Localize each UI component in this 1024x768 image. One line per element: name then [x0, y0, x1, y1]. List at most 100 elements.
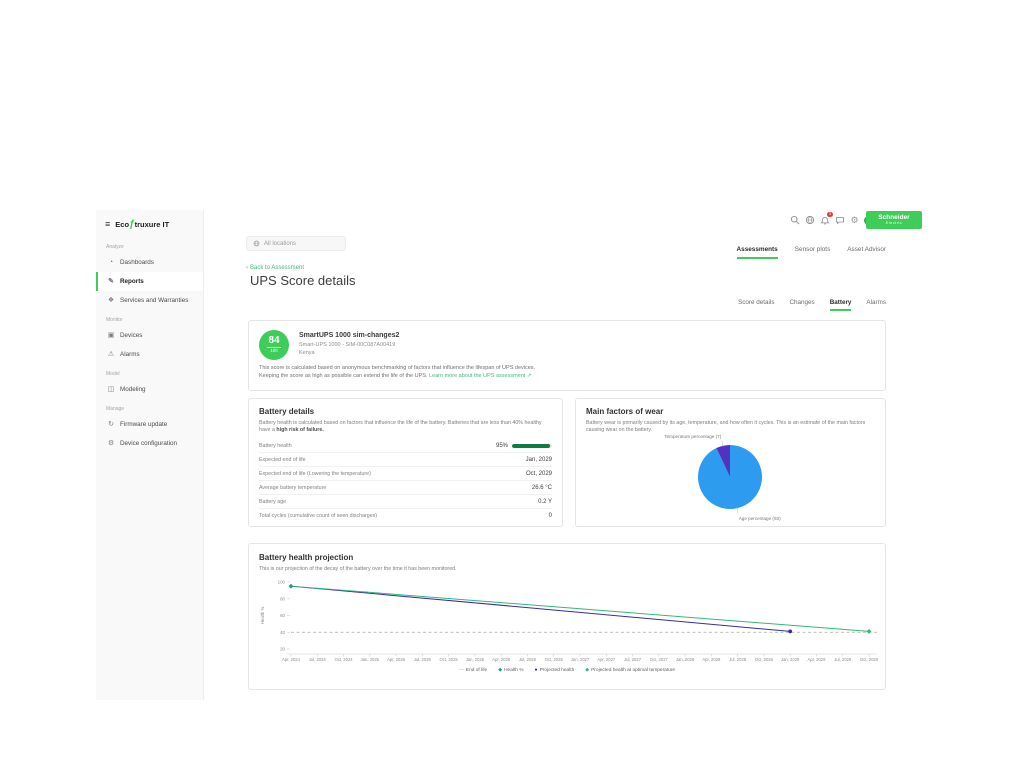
ecostruxure-swirl-icon: ƒ [129, 219, 135, 230]
legend-item[interactable]: ◆ Projected health at optimal temperature [585, 668, 675, 674]
sidebar-item-label: Modeling [120, 386, 146, 393]
score-description: This score is calculated based on anonym… [259, 364, 535, 380]
series-marker [788, 629, 793, 634]
sidebar-item-modeling[interactable]: ◫ Modeling [96, 380, 203, 399]
battery-details-description: Battery health is calculated based on fa… [259, 420, 552, 434]
sidebar-item-services-warranties[interactable]: ❖ Services and Warranties [96, 291, 203, 310]
sidebar-item-alarms[interactable]: ⚠ Alarms [96, 345, 203, 364]
pie-slice[interactable] [716, 445, 730, 477]
external-link-icon: ↗ [526, 373, 532, 379]
help-globe-icon[interactable] [804, 215, 815, 226]
score-value: 84 [268, 335, 280, 347]
learn-more-label: Learn more about the UPS assessment [429, 373, 526, 379]
sidebar-item-label: Devices [120, 332, 143, 339]
x-tick-label: Jul, 2027 [624, 657, 642, 662]
sidebar-item-label: Firmware update [120, 421, 168, 428]
x-tick-label: Apr, 2025 [387, 657, 406, 662]
sidebar-item-label: Dashboards [120, 259, 154, 266]
table-row: Total cycles (cumulative count of seen d… [259, 509, 552, 522]
wear-pie-chart: Age percentage (93) Temperature percentag… [664, 434, 781, 521]
series-line [290, 585, 870, 632]
x-tick-label: Apr, 2024 [282, 657, 301, 662]
legend-label: Health % [504, 668, 524, 673]
device-model: Smart-UPS 1000 - SIM-00C087A00419 [299, 342, 396, 348]
score-max: 100 [267, 347, 281, 353]
table-row: Average battery temperature 26.6 °C [259, 481, 552, 495]
sidebar-item-label: Services and Warranties [120, 297, 189, 304]
wear-factors-card: Main factors of wear Battery wear is pri… [575, 398, 886, 527]
notifications-bell-icon[interactable]: 3 [819, 211, 833, 226]
sidebar-item-label: Device configuration [120, 440, 178, 447]
x-tick-label: Jul, 2029 [834, 657, 852, 662]
x-tick-label: Jul, 2024 [309, 657, 327, 662]
location-filter[interactable]: All locations [246, 236, 346, 251]
subtab-changes[interactable]: Changes [789, 299, 815, 306]
device-location: Kenya [299, 350, 315, 356]
device-name: SmartUPS 1000 sim-changes2 [299, 332, 400, 339]
row-value: Jan, 2029 [525, 456, 552, 463]
schneider-logo-line2: Electric [885, 220, 903, 225]
sidebar-item-firmware-update[interactable]: ↻ Firmware update [96, 415, 203, 434]
health-projection-description: This is our projection of the decay of t… [259, 566, 457, 572]
x-tick-label: Oct, 2028 [755, 657, 774, 662]
pie-leader-line [736, 507, 739, 514]
x-tick-label: Jul, 2026 [519, 657, 537, 662]
logo-text-suffix: truxure IT [134, 220, 170, 229]
x-tick-label: Jul, 2025 [414, 657, 432, 662]
settings-gear-icon[interactable]: ⚙ [850, 214, 859, 225]
hamburger-menu-icon[interactable]: ≡ [105, 219, 111, 229]
wear-factors-description: Battery wear is primarily caused by its … [586, 420, 866, 433]
x-tick-label: Jan, 2027 [571, 657, 590, 662]
x-tick-label: Apr, 2027 [597, 657, 616, 662]
x-tick-label: Oct, 2027 [650, 657, 669, 662]
battery-details-rows: Battery health 95% Expected end of life … [259, 439, 552, 522]
subtab-battery[interactable]: Battery [829, 299, 852, 311]
series-marker [866, 629, 872, 634]
y-tick-label: 20 [280, 647, 285, 652]
chevron-left-icon: ‹ [246, 265, 248, 271]
schneider-logo-line1: Schneider [878, 213, 910, 221]
score-card: 84 100 SmartUPS 1000 sim-changes2 Smart-… [248, 320, 886, 391]
series-line [290, 585, 791, 632]
legend-label: Projected health [539, 668, 575, 673]
tab-assessments[interactable]: Assessments [736, 246, 778, 259]
page-title: UPS Score details [250, 273, 356, 288]
sidebar-item-devices[interactable]: ▣ Devices [96, 326, 203, 345]
search-icon[interactable] [789, 215, 800, 226]
row-value: 0 [548, 512, 552, 519]
firmware-update-icon: ↻ [108, 421, 114, 428]
learn-more-link[interactable]: Learn more about the UPS assessment ↗ [429, 373, 531, 379]
legend-item[interactable]: ◆ Health % [498, 668, 524, 674]
sidebar-section-analyze: Analyze [106, 244, 124, 250]
sidebar-section-manage: Manage [106, 406, 125, 412]
back-to-assessment-link[interactable]: ‹ Back to Assessment [246, 265, 304, 271]
location-filter-label: All locations [264, 240, 297, 247]
x-tick-label: Oct, 2024 [334, 657, 353, 662]
legend-item[interactable]: ● Projected health [535, 668, 575, 674]
devices-icon: ▣ [107, 332, 115, 339]
tab-asset-advisor[interactable]: Asset Advisor [847, 246, 886, 253]
row-label: Battery age [259, 498, 287, 505]
x-tick-label: Apr, 2029 [807, 657, 826, 662]
sidebar-section-monitor: Monitor [106, 317, 123, 323]
tab-sensor-plots[interactable]: Sensor plots [794, 246, 831, 253]
legend-item[interactable]: — End of life [458, 667, 487, 674]
sidebar-item-reports[interactable]: ✎ Reports [96, 272, 203, 291]
schneider-electric-logo[interactable]: Schneider Electric [866, 211, 922, 229]
y-tick-label: 80 [280, 596, 285, 601]
pie-label: Age percentage (93) [739, 516, 781, 521]
score-badge: 84 100 [259, 330, 289, 360]
subtab-alarms[interactable]: Alarms [866, 299, 886, 306]
sidebar-item-dashboards[interactable]: ◔ Dashboards [96, 253, 203, 272]
battery-details-description-text: Battery health is calculated based on fa… [259, 420, 542, 433]
wear-factors-title: Main factors of wear [586, 407, 664, 416]
legend-marker-icon: — [458, 667, 464, 673]
primary-tabs: Assessments Sensor plots Asset Advisor [736, 246, 886, 259]
feedback-icon[interactable] [834, 215, 845, 226]
subtab-score-details[interactable]: Score details [738, 299, 775, 306]
row-value: Oct, 2029 [525, 470, 552, 477]
battery-health-bar-fill [512, 443, 550, 448]
sidebar-item-device-configuration[interactable]: ⚙ Device configuration [96, 434, 203, 453]
secondary-tabs: Score details Changes Battery Alarms [738, 299, 886, 311]
dashboards-icon: ◔ [108, 259, 114, 266]
